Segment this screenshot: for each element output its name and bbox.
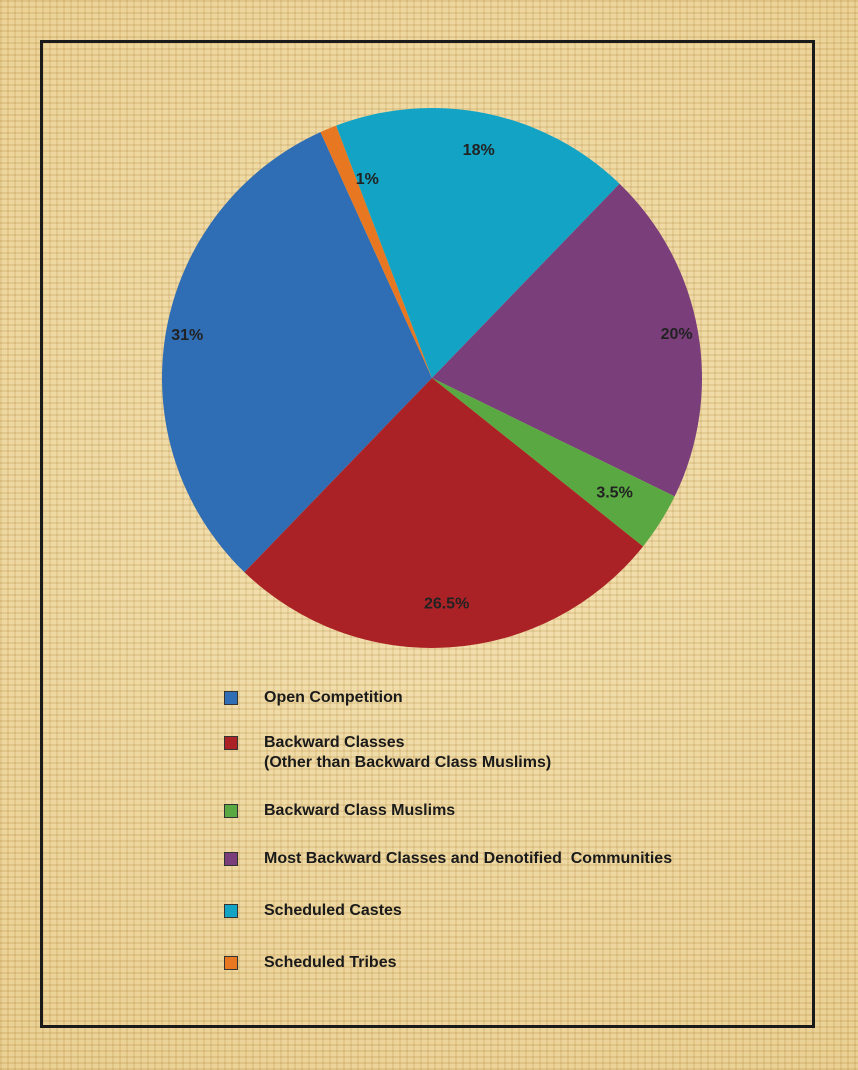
pie-slice-backward-classes	[244, 378, 644, 648]
legend-item-scheduled-castes: Scheduled Castes	[222, 901, 782, 921]
pie-slice-backward-class-muslims	[432, 378, 675, 547]
legend-swatch	[224, 691, 238, 705]
legend-sublabel: (Other than Backward Class Muslims)	[264, 754, 552, 771]
legend-item-open-competition: Open Competition	[222, 688, 782, 708]
legend-item-mbc-dnc: Most Backward Classes and Denotified Com…	[222, 849, 782, 869]
pie-slice-open-competition	[162, 132, 433, 573]
pie-data-label: 1%	[356, 171, 379, 188]
pie-slice-scheduled-tribes	[320, 125, 432, 378]
pie-slice-scheduled-castes	[336, 108, 620, 378]
legend-swatch	[224, 736, 238, 750]
pie-slice-most-backward-classes-and-denotified-communities	[432, 183, 703, 497]
chart-frame	[40, 40, 815, 1028]
legend-label: Scheduled Tribes	[264, 954, 397, 971]
legend-swatch	[224, 956, 238, 970]
legend-label: Scheduled Castes	[264, 902, 402, 919]
legend-item-backward-class-muslims: Backward Class Muslims	[222, 801, 782, 821]
legend-label: Backward Class Muslims	[264, 802, 456, 819]
pie-data-label: 31%	[171, 327, 203, 344]
legend-label: Most Backward Classes and Denotified Com…	[264, 850, 673, 867]
pie-data-label: 18%	[463, 142, 495, 159]
legend-label: Backward Classes	[264, 734, 405, 751]
pie-data-label: 26.5%	[424, 596, 469, 613]
legend-label: Open Competition	[264, 689, 403, 706]
pie-data-label: 20%	[661, 326, 693, 343]
legend-item-scheduled-tribes: Scheduled Tribes	[222, 953, 782, 973]
legend-swatch	[224, 904, 238, 918]
legend-swatch	[224, 852, 238, 866]
legend-swatch	[224, 804, 238, 818]
legend-item-backward-classes: Backward Classes (Other than Backward Cl…	[222, 733, 782, 773]
legend: Open Competition Backward Classes (Other…	[222, 688, 782, 973]
pie-data-label: 3.5%	[596, 485, 632, 502]
